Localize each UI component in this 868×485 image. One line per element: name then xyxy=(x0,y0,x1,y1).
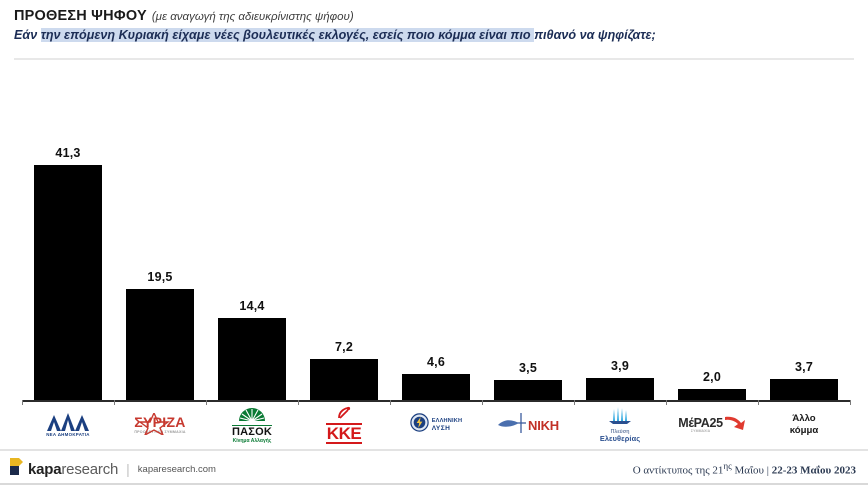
bar-group-νεα-δημοκρατια: 41,3 xyxy=(34,100,102,400)
axis-tick xyxy=(206,400,207,405)
axis-tick xyxy=(114,400,115,405)
syriza-logo-text: ΣΥΡΙΖΑ xyxy=(134,414,186,431)
party-logo-niki: ΝΙΚΗ xyxy=(482,402,574,448)
bar-group-νικη: 3,5 xyxy=(494,100,562,400)
niki-cross-swoosh-icon xyxy=(497,412,527,439)
party-logo-pasok: ΠΑΣΟΚ Κίνημα Αλλαγής xyxy=(206,402,298,448)
kapa-brand-light: research xyxy=(61,460,119,478)
syriza-star-icon: ΣΥΡΙΖΑ xyxy=(134,413,186,436)
pasok-logo-text: ΠΑΣΟΚ xyxy=(232,424,272,438)
bar xyxy=(770,378,838,400)
pleusi-logo-line1: Πλεύση xyxy=(610,429,630,436)
subtitle-highlighted-text: την επόμενη Κυριακή είχαμε νέες βουλευτι… xyxy=(40,28,535,42)
bar-group-πλεύση-ελευθερίας: 3,9 xyxy=(586,100,654,400)
party-logos-row: ΝΕΑ ΔΗΜΟΚΡΑΤΙΑ ΣΥΡΙΖΑ ΠΡΟΟΔΕΥΤΙΚΗ ΣΥΜΜΑΧ… xyxy=(0,402,868,448)
footer-website-url[interactable]: kaparesearch.com xyxy=(137,463,216,475)
bar-group-άλλο-κόμμα: 3,7 xyxy=(770,100,838,400)
party-logo-mera25: ΜέΡΑ25 ΣΥΜΜΑΧΙΑ xyxy=(666,402,758,448)
allo-komma-line1: Άλλο xyxy=(792,413,816,425)
x-axis-line xyxy=(22,400,850,402)
bar-group-ελληνικη-λυση: 4,6 xyxy=(402,100,470,400)
elliniki-lysi-logo-line2: ΛΥΣΗ xyxy=(431,425,451,432)
header-divider xyxy=(14,58,854,60)
footer-right-prefix: Ο αντίκτυπος της 21 xyxy=(632,464,724,477)
bar-group-πασοκ: 14,4 xyxy=(218,100,286,400)
elliniki-lysi-emblem-icon xyxy=(410,413,429,437)
axis-tick xyxy=(850,400,851,405)
bar-value-label: 41,3 xyxy=(55,146,81,161)
chart-plot-area: 41,3 19,5 14,4 7,2 4,6 3,5 3,9 2,0 3,7 xyxy=(0,100,868,405)
bar xyxy=(34,165,102,400)
mera25-arrow-icon xyxy=(724,413,746,437)
kke-logo-text: ΚΚΕ xyxy=(325,423,363,444)
footer-divider xyxy=(0,449,868,451)
bar-value-label: 7,2 xyxy=(335,340,353,355)
party-logo-allo-komma: Άλλο κόμμα xyxy=(758,402,850,448)
pleusi-ship-icon xyxy=(606,407,634,428)
bar xyxy=(218,318,286,400)
bar xyxy=(494,380,562,400)
elliniki-lysi-logo-line1: ΕΛΛΗΝΙΚΗ xyxy=(431,418,463,424)
party-logo-kke: ΚΚΕ xyxy=(298,402,390,448)
footer-brand[interactable]: kaparesearch | kaparesearch.com xyxy=(10,458,216,480)
mera25-logo-subtext: ΣΥΜΜΑΧΙΑ xyxy=(690,428,711,433)
party-logo-syriza: ΣΥΡΙΖΑ ΠΡΟΟΔΕΥΤΙΚΗ ΣΥΜΜΑΧΙΑ xyxy=(114,402,206,448)
subtitle-prefix: Εάν xyxy=(14,28,41,42)
pleusi-logo-line2: Ελευθερίας xyxy=(599,434,641,444)
axis-tick xyxy=(390,400,391,405)
subtitle-suffix: πιθανό να ψηφίζατε; xyxy=(534,28,656,42)
bar-value-label: 3,5 xyxy=(519,361,537,376)
footer-right-superscript: ης xyxy=(723,461,732,471)
title-main-text: ΠΡΟΘΕΣΗ ΨΗΦΟΥ xyxy=(14,8,147,24)
bar-group-συριζα: 19,5 xyxy=(126,100,194,400)
footer-separator: | xyxy=(126,461,130,477)
axis-tick xyxy=(482,400,483,405)
kke-hammer-sickle-icon xyxy=(336,406,352,423)
bar xyxy=(586,377,654,400)
bar-value-label: 14,4 xyxy=(239,299,265,314)
pasok-sun-icon xyxy=(235,406,269,425)
bar-value-label: 3,9 xyxy=(611,358,629,373)
footer-right-middle: Μαΐου | xyxy=(731,464,772,477)
bar-value-label: 4,6 xyxy=(427,354,445,369)
axis-tick xyxy=(758,400,759,405)
party-logo-nd: ΝΕΑ ΔΗΜΟΚΡΑΤΙΑ xyxy=(22,402,114,448)
bar-value-label: 2,0 xyxy=(703,369,721,384)
syriza-logo-subtext: ΠΡΟΟΔΕΥΤΙΚΗ ΣΥΜΜΑΧΙΑ xyxy=(134,430,186,435)
axis-tick xyxy=(298,400,299,405)
party-logo-pleusi-eleftherias: Πλεύση Ελευθερίας xyxy=(574,402,666,448)
footer-bottom-bar xyxy=(0,483,868,485)
bar-value-label: 3,7 xyxy=(795,359,813,374)
bar xyxy=(402,373,470,400)
party-logo-elliniki-lysi: ΕΛΛΗΝΙΚΗ ΛΥΣΗ xyxy=(390,402,482,448)
bar-group-μέρα25: 2,0 xyxy=(678,100,746,400)
axis-tick xyxy=(666,400,667,405)
footer-right-dates: 22-23 Μαΐου 2023 xyxy=(771,464,856,477)
chart-subtitle: Εάν την επόμενη Κυριακή είχαμε νέες βουλ… xyxy=(14,27,854,43)
chart-header: ΠΡΟΘΕΣΗ ΨΗΦΟΥ (με αναγωγή της αδιευκρίνισ… xyxy=(0,0,868,43)
footer: kaparesearch | kaparesearch.com Ο αντίκτ… xyxy=(0,451,868,485)
mera25-logo-text: ΜέΡΑ25 xyxy=(678,416,723,431)
bar xyxy=(678,388,746,400)
kapa-brand-bold: kapa xyxy=(28,460,62,478)
kapa-logo-icon xyxy=(10,458,23,480)
title-note-text: (με αναγωγή της αδιευκρίνιστης ψήφου) xyxy=(151,11,354,23)
niki-logo-text: ΝΙΚΗ xyxy=(528,417,559,433)
bar-value-label: 19,5 xyxy=(147,270,173,285)
bar xyxy=(126,289,194,400)
allo-komma-line2: κόμμα xyxy=(789,425,819,436)
bar xyxy=(310,359,378,400)
nd-flame-icon xyxy=(45,412,91,431)
axis-tick xyxy=(22,400,23,405)
footer-survey-dates: Ο αντίκτυπος της 21ης Μαΐου | 22-23 Μαΐο… xyxy=(633,461,856,477)
kapa-brand-text: kaparesearch xyxy=(28,461,118,478)
nd-logo-subtext: ΝΕΑ ΔΗΜΟΚΡΑΤΙΑ xyxy=(46,431,90,437)
bar-group-κκε: 7,2 xyxy=(310,100,378,400)
axis-tick xyxy=(574,400,575,405)
page-title: ΠΡΟΘΕΣΗ ΨΗΦΟΥ (με αναγωγή της αδιευκρίνισ… xyxy=(14,6,854,26)
pasok-logo-subtext: Κίνημα Αλλαγής xyxy=(232,438,272,445)
